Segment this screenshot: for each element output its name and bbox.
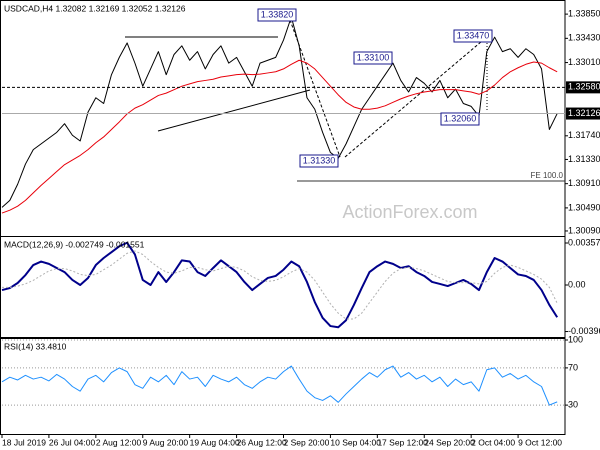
annotation: 1.33820 (261, 9, 294, 19)
annotation-box (440, 112, 480, 126)
panel-frame (0, 338, 566, 435)
annotation: 1.33470 (457, 30, 490, 40)
price-box-label: 1.32126 (568, 108, 600, 118)
series-line (1, 241, 559, 329)
panel-frame (0, 236, 566, 338)
y-tick-label: 1.31740 (568, 130, 600, 140)
panel-title: RSI(14) 33.4810 (4, 341, 67, 351)
annotation-box (353, 51, 393, 65)
y-tick-label: 1.33430 (568, 33, 600, 43)
annotation-box (299, 154, 339, 168)
y-tick-label: 100 (568, 334, 583, 344)
price-box (566, 81, 600, 94)
annotation-box (257, 8, 297, 22)
x-tick-label: 26 Jul 04:00 (49, 437, 96, 447)
y-tick-label: 1.31330 (568, 154, 600, 164)
y-tick-label: 1.30910 (568, 178, 600, 188)
y-tick-label: 30 (568, 399, 578, 409)
y-tick-label: 1.33850 (568, 8, 600, 18)
x-tick-label: 2 Oct 04:00 (471, 437, 515, 447)
y-tick-label: -0.003966 (568, 326, 600, 336)
trendlines (125, 19, 489, 158)
x-tick-label: 2 Sep 20:00 (284, 437, 330, 447)
x-tick-label: 2 Aug 12:00 (96, 437, 142, 447)
x-tick-label: 18 Jul 2019 (2, 437, 46, 447)
annotation: 1.31330 (303, 155, 336, 165)
y-tick-label: 70 (568, 362, 578, 372)
price-box (566, 107, 600, 120)
series-line (1, 16, 558, 208)
y-tick-label: 1.30490 (568, 202, 600, 212)
y-tick-label: 1.30090 (568, 225, 600, 235)
y-tick-label: 1.33010 (568, 57, 600, 67)
annotation: 1.32060 (444, 113, 477, 123)
watermark: ActionForex.com (342, 202, 477, 222)
x-tick-label: 24 Sep 20:00 (424, 437, 475, 447)
x-tick-label: 10 Sep 04:00 (330, 437, 381, 447)
series-line (2, 250, 558, 320)
series-line (1, 365, 558, 406)
trendline (157, 89, 311, 132)
x-tick-label: 26 Aug 12:00 (237, 437, 287, 447)
x-tick-label: 9 Oct 12:00 (518, 437, 562, 447)
y-tick-label: 0.00 (568, 279, 586, 289)
x-tick-label: 9 Aug 20:00 (143, 437, 189, 447)
annotation-box (453, 29, 493, 43)
x-tick-label: 17 Sep 12:00 (377, 437, 428, 447)
y-tick-label: 0.003579 (568, 237, 600, 247)
price-box-label: 1.32580 (568, 82, 600, 92)
trendline (344, 35, 489, 158)
level-label: FE 100.0 (531, 171, 564, 180)
panel-title: MACD(12,26,9) -0.002749 -0.001551 (4, 239, 145, 249)
x-tick-label: 19 Aug 04:00 (190, 437, 240, 447)
panel-title: USDCAD,H4 1.32082 1.32169 1.32052 1.3212… (4, 3, 186, 13)
trendline (289, 19, 341, 158)
annotation: 1.33100 (357, 52, 390, 62)
series-line (1, 59, 558, 214)
